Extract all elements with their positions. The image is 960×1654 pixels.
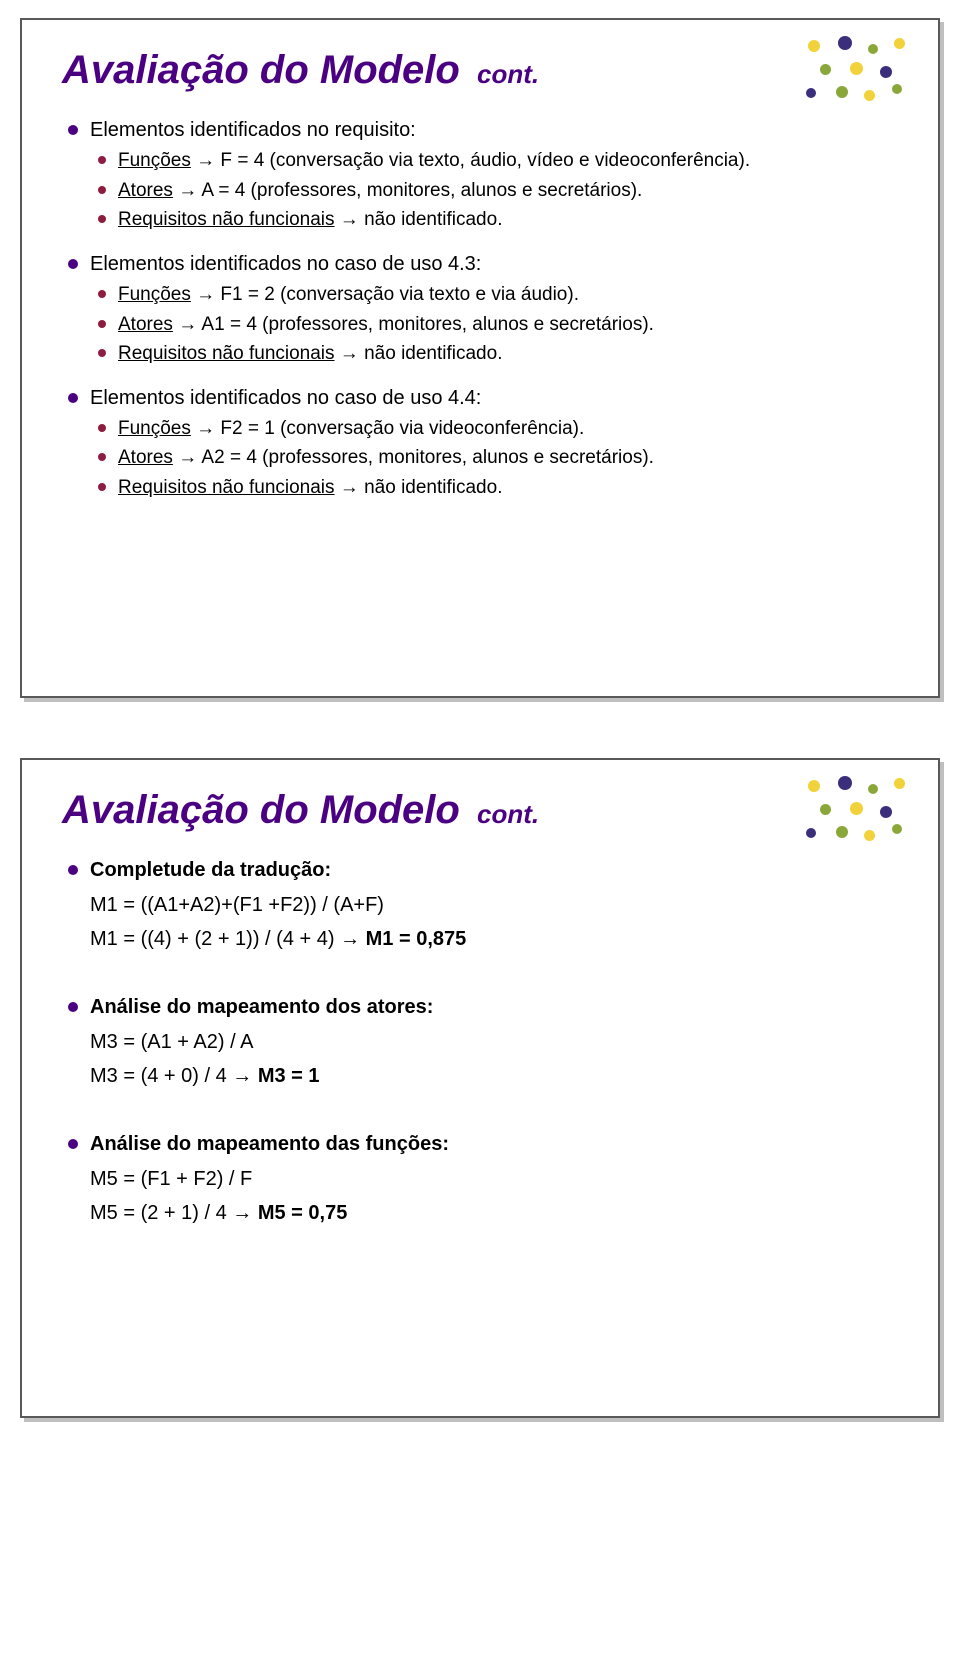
deco-dot — [868, 44, 878, 54]
slide-2: Avaliação do Modelo cont. Completude da … — [20, 758, 940, 1418]
underlined-term: Requisitos não funcionais — [118, 477, 335, 498]
underlined-term: Funções — [118, 150, 191, 171]
deco-dot — [820, 64, 831, 75]
underlined-term: Atores — [118, 180, 173, 201]
section-heading: Elementos identificados no caso de uso 4… — [62, 251, 898, 367]
deco-dot — [892, 84, 902, 94]
deco-dot — [838, 776, 852, 790]
item-rest: → A = 4 (professores, monitores, alunos … — [173, 180, 642, 201]
underlined-term: Funções — [118, 284, 191, 305]
underlined-term: Requisitos não funcionais — [118, 209, 335, 230]
result-bold: M5 = 0,75 — [258, 1202, 348, 1224]
item-rest: → F1 = 2 (conversação via texto e via áu… — [191, 284, 579, 305]
result-bold: M1 = 0,875 — [366, 928, 467, 950]
deco-dot — [880, 66, 892, 78]
underlined-term: Atores — [118, 314, 173, 335]
deco-dot — [892, 824, 902, 834]
corner-decoration — [798, 34, 918, 114]
formula-line: M5 = (2 + 1) / 4 → M5 = 0,75 — [62, 1198, 898, 1228]
list-item: Funções → F = 4 (conversação via texto, … — [90, 148, 898, 174]
underlined-term: Atores — [118, 447, 173, 468]
deco-dot — [894, 778, 905, 789]
formula-line: M5 = (F1 + F2) / F — [62, 1164, 898, 1194]
deco-dot — [850, 802, 863, 815]
deco-dot — [836, 826, 848, 838]
deco-dot — [820, 804, 831, 815]
deco-dot — [868, 784, 878, 794]
slide-1: Avaliação do Modelo cont. Elementos iden… — [20, 18, 940, 698]
deco-dot — [864, 90, 875, 101]
list-item: Funções → F1 = 2 (conversação via texto … — [90, 282, 898, 308]
item-rest: → A2 = 4 (professores, monitores, alunos… — [173, 447, 654, 468]
deco-dot — [808, 40, 820, 52]
title-main: Avaliação do Modelo — [62, 788, 460, 832]
formula-line: M3 = (A1 + A2) / A — [62, 1027, 898, 1057]
formula-line: M1 = ((A1+A2)+(F1 +F2)) / (A+F) — [62, 890, 898, 920]
deco-dot — [838, 36, 852, 50]
deco-dot — [806, 828, 816, 838]
slide-title: Avaliação do Modelo cont. — [62, 48, 898, 93]
item-rest: → F = 4 (conversação via texto, áudio, v… — [191, 150, 750, 171]
deco-dot — [880, 806, 892, 818]
list-item: Atores → A = 4 (professores, monitores, … — [90, 178, 898, 204]
list-item: Requisitos não funcionais → não identifi… — [90, 341, 898, 367]
list-item: Funções → F2 = 1 (conversação via videoc… — [90, 416, 898, 442]
title-sub: cont. — [477, 799, 539, 829]
section-heading: Elementos identificados no requisito:Fun… — [62, 117, 898, 233]
item-rest: → A1 = 4 (professores, monitores, alunos… — [173, 314, 654, 335]
deco-dot — [894, 38, 905, 49]
deco-dot — [836, 86, 848, 98]
title-sub: cont. — [477, 59, 539, 89]
underlined-term: Funções — [118, 418, 191, 439]
deco-dot — [864, 830, 875, 841]
item-rest: → F2 = 1 (conversação via videoconferênc… — [191, 418, 584, 439]
list-item: Atores → A2 = 4 (professores, monitores,… — [90, 445, 898, 471]
result-bold: M3 = 1 — [258, 1065, 320, 1087]
corner-decoration — [798, 774, 918, 854]
deco-dot — [850, 62, 863, 75]
section-heading: Análise do mapeamento das funções: — [62, 1131, 898, 1158]
deco-dot — [806, 88, 816, 98]
formula-line: M1 = ((4) + (2 + 1)) / (4 + 4) → M1 = 0,… — [62, 924, 898, 954]
list-item: Requisitos não funcionais → não identifi… — [90, 207, 898, 233]
deco-dot — [808, 780, 820, 792]
slide2-body: Completude da tradução: M1 = ((A1+A2)+(F1… — [62, 857, 898, 1228]
section-heading: Elementos identificados no caso de uso 4… — [62, 385, 898, 501]
item-rest: → não identificado. — [335, 209, 503, 230]
item-rest: → não identificado. — [335, 343, 503, 364]
list-item: Requisitos não funcionais → não identifi… — [90, 475, 898, 501]
item-rest: → não identificado. — [335, 477, 503, 498]
underlined-term: Requisitos não funcionais — [118, 343, 335, 364]
slide-title: Avaliação do Modelo cont. — [62, 788, 898, 833]
list-item: Atores → A1 = 4 (professores, monitores,… — [90, 312, 898, 338]
slide1-body: Elementos identificados no requisito:Fun… — [62, 117, 898, 501]
section-heading: Análise do mapeamento dos atores: — [62, 994, 898, 1021]
section-heading: Completude da tradução: — [62, 857, 898, 884]
title-main: Avaliação do Modelo — [62, 48, 460, 92]
formula-line: M3 = (4 + 0) / 4 → M3 = 1 — [62, 1061, 898, 1091]
